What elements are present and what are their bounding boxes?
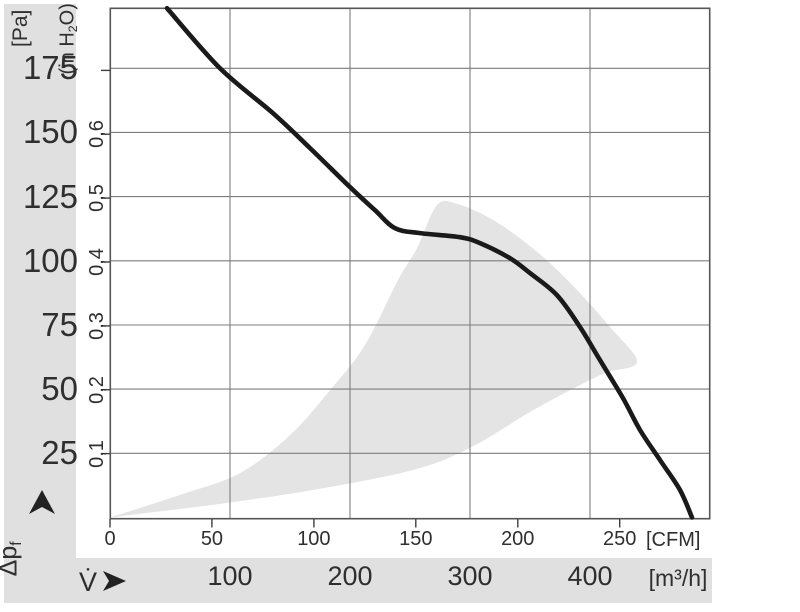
pressure-axis-arrow-icon [29, 490, 55, 514]
operating-region [110, 200, 638, 518]
pa-tick-label: 25 [41, 434, 78, 472]
pa-tick-label: 175 [22, 49, 78, 87]
m3h-tick-label: 100 [207, 561, 253, 591]
m3h-unit-label: [m³/h] [648, 565, 708, 591]
cfm-tick-label: 100 [297, 528, 331, 550]
m3h-tick-label: 300 [447, 561, 493, 591]
inh2o-tick-label: 0,2 [86, 375, 108, 404]
pa-tick-label: 125 [22, 177, 78, 215]
delta-p-axis-symbol: Δpf [0, 541, 25, 577]
inh2o-tick-label: 0,4 [86, 248, 108, 276]
pa-tick-label: 75 [41, 305, 78, 343]
inh2o-tick-label: 0,1 [86, 439, 108, 468]
m3h-tick-label: 200 [327, 561, 373, 591]
inh2o-tick-label: 0,3 [86, 311, 108, 340]
cfm-tick-label: 250 [603, 528, 637, 550]
pa-tick-label: 150 [22, 113, 78, 151]
cfm-unit-label: [CFM] [646, 529, 701, 551]
cfm-tick-label: 200 [501, 528, 535, 550]
inh2o-tick-label: 0,5 [86, 184, 108, 213]
cfm-tick-label: 0 [104, 528, 116, 550]
pa-tick-label: 100 [22, 241, 78, 279]
plot-border [109, 7, 711, 520]
flow-axis-symbol: V̇ [79, 567, 98, 597]
pa-tick-label: 50 [41, 370, 78, 408]
flow-axis-arrow-icon [103, 571, 126, 591]
cfm-tick-label: 150 [399, 528, 433, 550]
fan-curve [164, 5, 695, 520]
pa-unit-label: [Pa] [9, 9, 32, 47]
cfm-tick-label: 50 [200, 528, 224, 550]
inh2o-tick-label: 0,6 [86, 120, 108, 149]
m3h-tick-label: 400 [567, 561, 613, 591]
